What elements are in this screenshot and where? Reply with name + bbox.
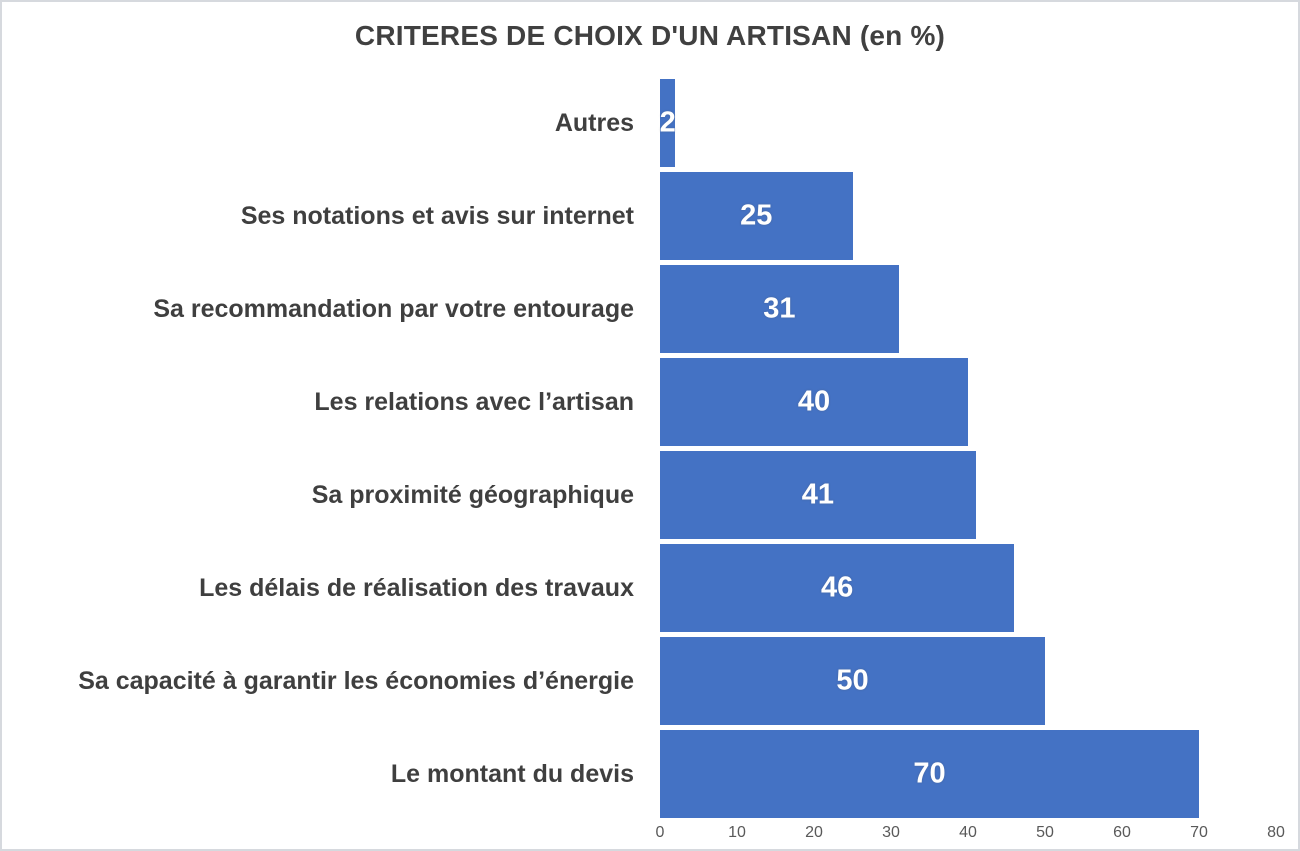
bar: 50	[660, 637, 1045, 725]
bar-row: Les relations avec l’artisan 40	[2, 356, 1298, 449]
x-tick-label: 80	[1267, 824, 1285, 841]
bar-rows: Autres 2 Ses notations et avis sur inter…	[2, 77, 1298, 821]
value-label: 70	[913, 757, 946, 790]
value-label: 40	[797, 385, 831, 418]
bar-plot-area: 70	[660, 728, 1276, 821]
bar-plot-area: 31	[660, 263, 1276, 356]
bar-plot-area: 25	[660, 170, 1276, 263]
bar: 2	[659, 79, 676, 167]
category-label: Les délais de réalisation des travaux	[199, 574, 634, 603]
value-label: 31	[763, 292, 796, 325]
bar: 41	[660, 451, 976, 539]
bar: 70	[660, 730, 1199, 818]
value-label: 50	[836, 664, 869, 697]
bar-row: Le montant du devis 70	[2, 728, 1298, 821]
value-label: 2	[659, 106, 676, 139]
category-label: Les relations avec l’artisan	[314, 388, 634, 417]
category-label: Le montant du devis	[390, 760, 634, 789]
bar-plot-area: 41	[660, 449, 1276, 542]
category-label: Sa recommandation par votre entourage	[153, 295, 634, 324]
bar-row: Sa recommandation par votre entourage 31	[2, 263, 1298, 356]
x-tick-label: 70	[1190, 824, 1208, 841]
category-label: Sa capacité à garantir les économies d’é…	[78, 667, 634, 696]
value-label: 25	[740, 199, 773, 232]
value-label: 46	[820, 571, 854, 604]
bar-plot-area: 46	[660, 542, 1276, 635]
x-axis: 0 10 20 30 40 50 60 70 80	[656, 824, 1285, 848]
bar-row: Autres 2	[2, 77, 1298, 170]
bar: 46	[660, 544, 1015, 632]
x-tick-label: 30	[882, 824, 900, 841]
bar-row: Ses notations et avis sur internet 25	[2, 170, 1298, 263]
x-tick-label: 40	[959, 824, 977, 841]
x-tick-label: 20	[805, 824, 823, 841]
x-tick-label: 10	[728, 824, 746, 841]
bar: 31	[660, 265, 899, 353]
category-label: Autres	[554, 109, 634, 138]
bar-plot-area: 40	[660, 356, 1276, 449]
category-label: Ses notations et avis sur internet	[240, 202, 634, 231]
bar-plot-area: 50	[660, 635, 1276, 728]
bar-plot-area: 2	[660, 77, 1276, 170]
bar-row: Sa proximité géographique 41	[2, 449, 1298, 542]
value-label: 41	[801, 478, 834, 511]
bar-row: Sa capacité à garantir les économies d’é…	[2, 635, 1298, 728]
chart-title: CRITERES DE CHOIX D'UN ARTISAN (en %)	[354, 20, 946, 51]
bar: 40	[660, 358, 968, 446]
x-tick-label: 60	[1113, 824, 1131, 841]
category-label: Sa proximité géographique	[311, 481, 634, 510]
bar-row: Les délais de réalisation des travaux 46	[2, 542, 1298, 635]
bar: 25	[660, 172, 853, 260]
x-tick-label: 50	[1036, 824, 1054, 841]
x-tick-label: 0	[655, 824, 665, 841]
